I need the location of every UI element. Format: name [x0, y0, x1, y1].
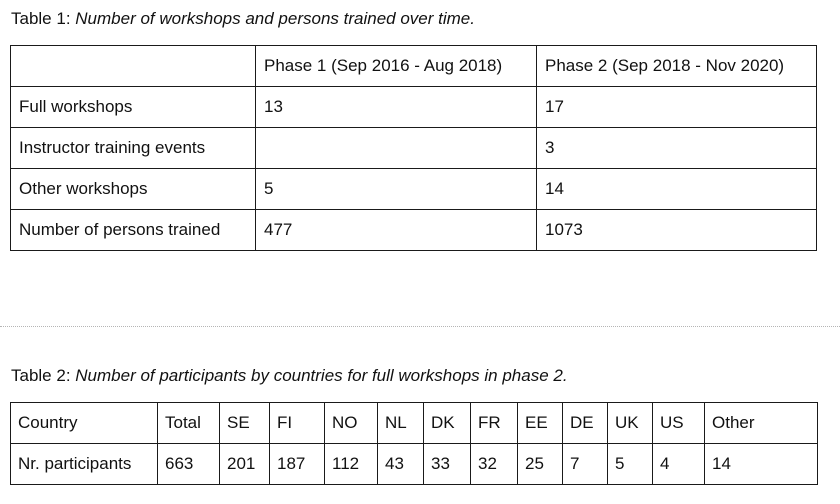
table-cell: 4 [652, 443, 705, 485]
table-cell: 43 [377, 443, 424, 485]
table-header-row: Country Total SE FI NO NL DK FR EE DE UK… [10, 402, 818, 444]
header-cell-phase-1: Phase 1 (Sep 2016 - Aug 2018) [255, 45, 537, 87]
table-1-caption: Table 1: Number of workshops and persons… [11, 9, 475, 29]
table-row: Instructor training events 3 [10, 127, 817, 169]
header-cell-us: US [652, 402, 705, 444]
workshops-table: Phase 1 (Sep 2016 - Aug 2018) Phase 2 (S… [10, 45, 817, 251]
header-cell-de: DE [562, 402, 608, 444]
table-row: Nr. participants 663 201 187 112 43 33 3… [10, 443, 818, 485]
table-1-caption-prefix: Table 1: [11, 9, 76, 28]
header-cell-fr: FR [470, 402, 518, 444]
table-cell: 112 [324, 443, 378, 485]
table-cell: 13 [255, 86, 537, 128]
table-cell: 7 [562, 443, 608, 485]
header-cell-total: Total [157, 402, 220, 444]
row-label-full-workshops: Full workshops [10, 86, 256, 128]
table-2-caption-title: Number of participants by countries for … [75, 366, 568, 385]
row-label-persons-trained: Number of persons trained [10, 209, 256, 251]
header-cell-fi: FI [269, 402, 325, 444]
table-row: Number of persons trained 477 1073 [10, 209, 817, 251]
table-cell: 32 [470, 443, 518, 485]
header-cell-se: SE [219, 402, 270, 444]
header-cell-phase-2: Phase 2 (Sep 2018 - Nov 2020) [536, 45, 817, 87]
row-label-other-workshops: Other workshops [10, 168, 256, 210]
header-cell-dk: DK [423, 402, 471, 444]
table-cell [255, 127, 537, 169]
row-label-instructor-training-events: Instructor training events [10, 127, 256, 169]
row-label-nr-participants: Nr. participants [10, 443, 158, 485]
page-separator [0, 326, 840, 327]
table-2-caption: Table 2: Number of participants by count… [11, 366, 568, 386]
table-cell: 5 [607, 443, 653, 485]
header-cell-no: NO [324, 402, 378, 444]
table-cell: 14 [536, 168, 817, 210]
table-cell: 663 [157, 443, 220, 485]
table-1-caption-title: Number of workshops and persons trained … [75, 9, 475, 28]
table-cell: 17 [536, 86, 817, 128]
header-cell-nl: NL [377, 402, 424, 444]
header-cell-country: Country [10, 402, 158, 444]
table-header-row: Phase 1 (Sep 2016 - Aug 2018) Phase 2 (S… [10, 45, 817, 87]
table-cell: 201 [219, 443, 270, 485]
table-cell: 5 [255, 168, 537, 210]
header-cell-empty [10, 45, 256, 87]
table-cell: 3 [536, 127, 817, 169]
table-cell: 33 [423, 443, 471, 485]
header-cell-uk: UK [607, 402, 653, 444]
table-cell: 1073 [536, 209, 817, 251]
table-row: Full workshops 13 17 [10, 86, 817, 128]
table-cell: 477 [255, 209, 537, 251]
table-cell: 14 [704, 443, 818, 485]
participants-table: Country Total SE FI NO NL DK FR EE DE UK… [10, 402, 818, 485]
header-cell-ee: EE [517, 402, 563, 444]
header-cell-other: Other [704, 402, 818, 444]
table-2-caption-prefix: Table 2: [11, 366, 76, 385]
table-cell: 187 [269, 443, 325, 485]
table-row: Other workshops 5 14 [10, 168, 817, 210]
table-cell: 25 [517, 443, 563, 485]
